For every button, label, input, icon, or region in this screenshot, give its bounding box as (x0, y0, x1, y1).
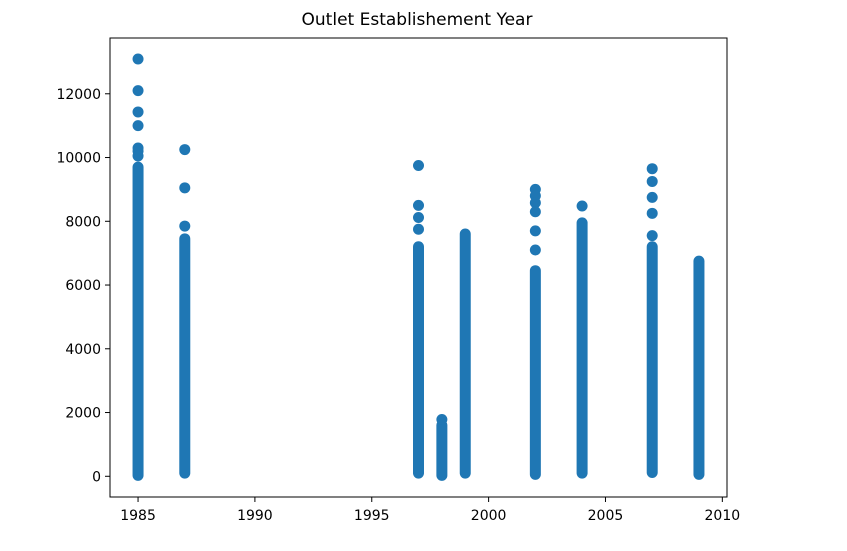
data-point (529, 244, 541, 256)
y-tick-label: 4000 (65, 342, 101, 358)
data-points (132, 53, 705, 481)
data-point (413, 211, 424, 223)
x-tick-label: 2005 (588, 508, 624, 524)
point-band-2009 (693, 255, 705, 480)
data-point (529, 197, 541, 209)
data-point (646, 207, 658, 219)
point-band-2004 (576, 217, 588, 479)
data-point (413, 223, 424, 235)
data-point (132, 106, 144, 118)
y-tick-label: 10000 (56, 151, 101, 167)
x-tick-label: 2010 (705, 508, 741, 524)
plot-frame (109, 37, 728, 498)
point-band-2007 (646, 241, 658, 478)
data-point (436, 414, 448, 426)
y-tick-label: 12000 (56, 87, 101, 103)
y-tick-label: 8000 (65, 214, 101, 230)
data-point (132, 85, 144, 97)
y-tick-label: 0 (92, 469, 101, 485)
point-band-2002 (529, 265, 541, 480)
point-band-1987 (179, 233, 191, 479)
x-axis: 1985 1990 1995 2000 2005 2010 (120, 497, 740, 524)
point-band-1985 (132, 161, 144, 481)
data-point (413, 199, 424, 211)
data-point (179, 220, 191, 232)
data-point (179, 182, 191, 194)
point-band-1998 (436, 419, 448, 481)
point-band-1997 (413, 241, 424, 479)
point-band-1999 (459, 228, 471, 479)
data-point (132, 120, 144, 132)
data-point (646, 191, 658, 203)
x-tick-label: 1985 (120, 508, 156, 524)
data-point (179, 144, 191, 156)
x-tick-label: 2000 (471, 508, 507, 524)
data-point (529, 206, 541, 218)
data-point (646, 175, 658, 187)
data-point (576, 200, 588, 212)
y-tick-label: 2000 (65, 406, 101, 422)
y-tick-label: 6000 (65, 278, 101, 294)
data-point (646, 230, 658, 242)
chart-title: Outlet Establishement Year (302, 10, 533, 30)
data-point (132, 53, 144, 65)
data-point (413, 160, 424, 171)
y-axis: 0 2000 4000 6000 8000 10000 12000 (56, 87, 110, 485)
x-tick-label: 1995 (354, 508, 390, 524)
data-point (529, 225, 541, 237)
data-point (132, 150, 144, 162)
x-tick-label: 1990 (237, 508, 273, 524)
data-point (646, 163, 658, 175)
